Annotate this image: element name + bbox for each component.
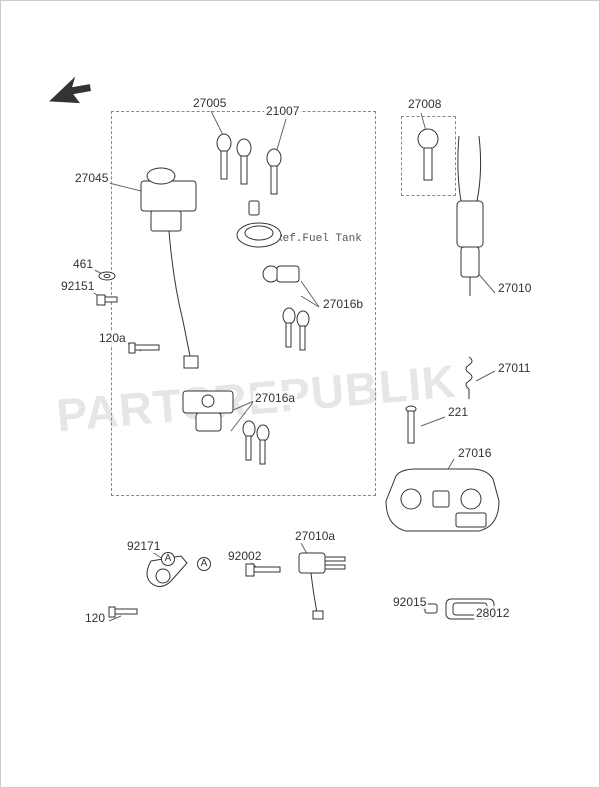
callout-92002: 92002	[226, 549, 263, 563]
callout-120a: 120a	[97, 331, 128, 345]
callout-461: 461	[71, 257, 95, 271]
callout-221: 221	[446, 405, 470, 419]
detail-a-marker-2: A	[161, 552, 175, 566]
callout-27016a: 27016a	[253, 391, 297, 405]
callout-27005: 27005	[191, 96, 228, 110]
callout-27010: 27010	[496, 281, 533, 295]
callout-27016: 27016	[456, 446, 493, 460]
callout-27011: 27011	[496, 361, 532, 375]
detail-a-marker-1: A	[197, 557, 211, 571]
callout-92015: 92015	[391, 595, 428, 609]
callout-28012: 28012	[474, 606, 511, 620]
leads-and-parts-svg	[1, 1, 600, 788]
callout-92171: 92171	[125, 539, 162, 553]
callout-92151: 92151	[59, 279, 96, 293]
callout-27010a: 27010a	[293, 529, 337, 543]
callout-27008: 27008	[406, 97, 443, 111]
callout-27045: 27045	[73, 171, 110, 185]
diagram-canvas: PARTSREPUBLIK Ref.Fuel Tank	[0, 0, 600, 788]
callout-27016b: 27016b	[321, 297, 365, 311]
callout-21007: 21007	[264, 104, 301, 118]
callout-120: 120	[83, 611, 107, 625]
